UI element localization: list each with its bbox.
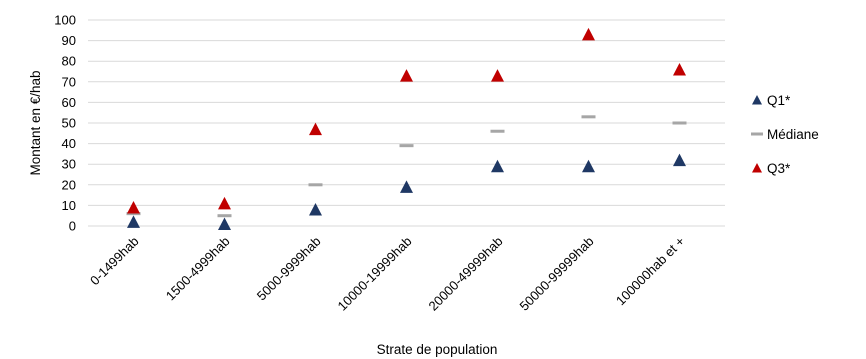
q1-point — [218, 217, 231, 230]
q3-point — [400, 69, 413, 82]
x-tick-label: 20000-49999hab — [425, 234, 505, 314]
m-diane-point — [126, 212, 141, 216]
q3-point — [582, 27, 595, 41]
y-tick-label: 50 — [62, 116, 76, 131]
legend-q3-marker — [752, 163, 762, 173]
x-axis-ticks: 0-1499hab 1500-4999hab 5000-9999hab 10000-1… — [87, 234, 688, 314]
y-tick-label: 80 — [62, 54, 76, 69]
y-tick-label: 100 — [54, 13, 76, 28]
m-diane-point — [490, 129, 505, 133]
x-tick-label: 10000-19999hab — [334, 234, 414, 314]
y-tick-label: 10 — [62, 198, 76, 213]
m-diane-point — [672, 121, 687, 125]
m-diane-point — [217, 214, 232, 218]
legend: Q1* Médiane Q3* — [751, 93, 819, 176]
legend-q1-label: Q1* — [767, 93, 791, 108]
x-tick-label: 5000-9999hab — [254, 234, 324, 304]
q1-point — [491, 159, 504, 173]
y-tick-label: 70 — [62, 74, 76, 89]
q3-point — [127, 200, 140, 214]
q3-point — [309, 122, 322, 136]
m-diane-point — [399, 144, 414, 148]
y-axis-ticks: 0 10 20 30 40 50 60 70 80 90 100 — [54, 13, 76, 234]
y-tick-label: 30 — [62, 157, 76, 172]
x-tick-label: 1500-4999hab — [163, 234, 233, 304]
x-tick-label: 100000hab et + — [613, 234, 688, 309]
q3-point — [491, 69, 504, 82]
y-tick-label: 60 — [62, 95, 76, 110]
q1-point — [400, 180, 413, 193]
q3-point — [673, 62, 686, 76]
x-tick-label: 0-1499hab — [87, 234, 142, 289]
q3-point — [218, 196, 231, 210]
m-diane-point — [581, 115, 596, 119]
legend-q3-label: Q3* — [767, 161, 791, 176]
y-tick-label: 20 — [62, 177, 76, 192]
q1-point — [582, 159, 595, 173]
data-marks — [126, 27, 687, 230]
m-diane-point — [308, 183, 323, 187]
y-tick-label: 40 — [62, 136, 76, 151]
gridlines — [88, 19, 725, 227]
legend-m-diane-marker — [751, 132, 763, 136]
y-tick-label: 90 — [62, 33, 76, 48]
legend-q1-marker — [752, 95, 762, 105]
legend-m-diane-label: Médiane — [767, 127, 819, 142]
q1-point — [127, 215, 140, 228]
y-axis-title: Montant en €/hab — [28, 70, 43, 175]
y-tick-label: 0 — [69, 219, 76, 234]
x-tick-label: 50000-99999hab — [516, 234, 596, 314]
x-axis-title: Strate de population — [377, 342, 498, 357]
q1-point — [673, 153, 686, 167]
q1-point — [309, 203, 322, 216]
